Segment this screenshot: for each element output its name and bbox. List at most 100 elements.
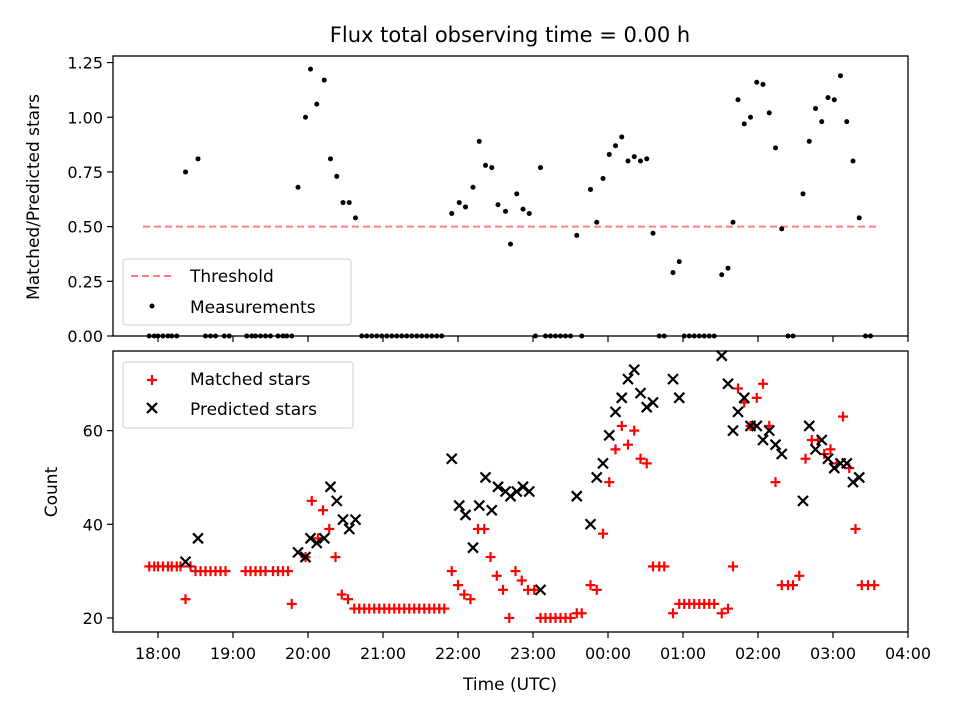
x-tick-label: 03:00 [810, 644, 856, 663]
measurement-point [800, 191, 806, 197]
predicted-star-point [732, 406, 744, 418]
measurement-point [850, 158, 856, 164]
figure-title: Flux total observing time = 0.00 h [330, 23, 690, 47]
measurement-point [825, 95, 831, 101]
matched-star-point [453, 580, 463, 591]
predicted-star-point [304, 532, 317, 545]
matched-star-point [318, 505, 328, 516]
predicted-star-point [727, 424, 739, 437]
matched-star-point [770, 477, 781, 488]
measurement-point [754, 79, 760, 85]
matched-star-point [491, 570, 502, 581]
bottom-y-ticks: 20 40 60 [83, 422, 113, 628]
x-tick-label: 02:00 [735, 644, 781, 663]
matched-star-point [286, 598, 297, 609]
matched-star-point [751, 392, 762, 403]
matched-star-point [733, 383, 743, 394]
matched-star-point [788, 580, 798, 591]
bottom-y-tick-label: 60 [83, 422, 103, 441]
matched-star-point [610, 444, 621, 455]
matched-star-point [485, 552, 496, 563]
legend-predicted-marker [146, 402, 158, 414]
matched-star-point [838, 411, 848, 422]
matched-star-point [623, 439, 633, 450]
matched-star-point [498, 584, 508, 595]
measurement-point [725, 265, 731, 271]
matched-star-point [758, 378, 768, 389]
predicted-star-point [803, 420, 816, 432]
predicted-star-point [757, 434, 769, 446]
predicted-star-point [299, 551, 312, 563]
measurement-point [741, 121, 747, 127]
measurement-point [831, 97, 837, 103]
matched-star-point [336, 589, 347, 600]
predicted-star-point [534, 584, 547, 596]
measurement-point [588, 186, 593, 192]
measurement-point [514, 191, 520, 197]
matched-star-point [629, 425, 640, 436]
predicted-star-point [492, 481, 504, 493]
measurement-point [470, 184, 476, 190]
predicted-star-point [523, 485, 536, 498]
measurement-point [619, 134, 625, 140]
measurement-point [631, 154, 637, 160]
measurement-point [806, 138, 812, 144]
predicted-star-point [769, 438, 782, 451]
measurement-point [613, 143, 618, 149]
x-axis-label: Time (UTC) [462, 675, 557, 695]
predicted-star-point [318, 532, 331, 545]
matched-star-point [850, 523, 861, 534]
measurement-point [508, 241, 513, 247]
measurement-point [456, 200, 462, 206]
predicted-star-point [809, 443, 822, 456]
predicted-star-point [609, 406, 622, 418]
measurement-point [813, 106, 818, 111]
measurement-point [303, 114, 308, 120]
predicted-star-point [330, 495, 343, 507]
measurement-point [503, 208, 508, 214]
measurement-point [856, 215, 862, 221]
top-panel: 0.00 0.25 0.50 0.75 1.00 1.25 Matched/Predict… [24, 54, 909, 346]
matched-star-point [709, 598, 720, 609]
measurement-point [483, 162, 488, 168]
top-y-tick-label: 0.25 [67, 272, 103, 291]
measurement-point [650, 230, 656, 236]
predicted-star-point [628, 363, 641, 376]
matched-star-point [825, 444, 836, 455]
measurement-point [735, 97, 741, 103]
matched-star-point [529, 584, 540, 595]
measurement-point [644, 156, 650, 162]
matched-star-point [869, 580, 880, 591]
measurement-point [638, 158, 643, 164]
measurement-point [353, 215, 358, 221]
matched-star-point [668, 608, 678, 619]
measurement-point [538, 165, 543, 171]
x-tick-label: 00:00 [585, 644, 631, 663]
matched-star-point [716, 608, 727, 619]
predicted-star-point [485, 504, 498, 517]
measurement-point [606, 151, 612, 157]
predicted-star-point [473, 499, 486, 512]
measurement-point [520, 206, 526, 212]
measurement-point [766, 110, 772, 116]
legend-matched-label: Matched stars [190, 370, 310, 390]
predicted-star-point [775, 448, 788, 460]
predicted-star-point [343, 523, 356, 535]
legend-measurements-marker [149, 303, 155, 309]
matched-star-point [598, 528, 608, 539]
top-y-ticks: 0.00 0.25 0.50 0.75 1.00 1.25 [67, 54, 113, 346]
measurement-point [670, 270, 676, 276]
matched-star-point [180, 594, 191, 605]
predicted-star-point [292, 546, 304, 559]
measurement-point [779, 226, 785, 232]
top-y-axis-label: Matched/Predicted stars [24, 94, 44, 300]
matched-star-point [504, 612, 515, 623]
matched-star-point [479, 523, 490, 534]
matched-star-point [465, 594, 476, 605]
matched-star-point [604, 477, 615, 488]
measurement-point [676, 259, 682, 265]
predicted-star-point [847, 476, 859, 488]
matched-star-point [723, 603, 733, 614]
matched-star-point [343, 594, 353, 605]
